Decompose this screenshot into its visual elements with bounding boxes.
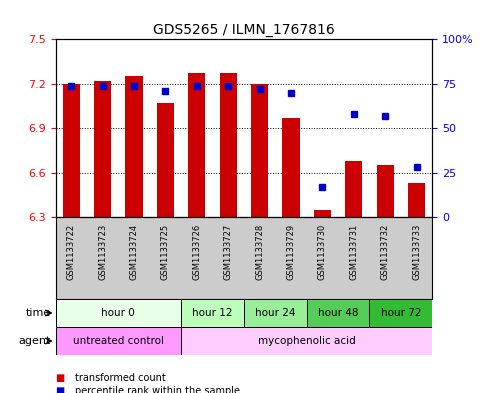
Text: time: time bbox=[26, 308, 51, 318]
Text: hour 48: hour 48 bbox=[318, 308, 358, 318]
Bar bbox=[244, 299, 307, 327]
Text: ■: ■ bbox=[56, 373, 65, 384]
Text: GSM1133730: GSM1133730 bbox=[318, 224, 327, 280]
Text: percentile rank within the sample: percentile rank within the sample bbox=[75, 386, 240, 393]
Text: hour 12: hour 12 bbox=[192, 308, 233, 318]
Bar bbox=[181, 299, 244, 327]
Bar bbox=[126, 76, 142, 217]
Text: GSM1133727: GSM1133727 bbox=[224, 224, 233, 280]
Bar bbox=[345, 161, 362, 217]
Text: hour 72: hour 72 bbox=[381, 308, 421, 318]
Text: GSM1133728: GSM1133728 bbox=[255, 224, 264, 280]
Text: transformed count: transformed count bbox=[75, 373, 166, 384]
Bar bbox=[314, 209, 331, 217]
Text: GSM1133732: GSM1133732 bbox=[381, 224, 390, 280]
Bar bbox=[63, 84, 80, 217]
Bar bbox=[94, 81, 111, 217]
Bar bbox=[377, 165, 394, 217]
Text: GSM1133733: GSM1133733 bbox=[412, 224, 421, 280]
Bar bbox=[283, 118, 299, 217]
Bar bbox=[408, 183, 425, 217]
Text: hour 24: hour 24 bbox=[255, 308, 296, 318]
Text: ■: ■ bbox=[56, 386, 65, 393]
Bar bbox=[56, 299, 181, 327]
Bar bbox=[251, 84, 268, 217]
Text: untreated control: untreated control bbox=[73, 336, 164, 346]
Bar bbox=[369, 299, 432, 327]
Text: hour 0: hour 0 bbox=[101, 308, 135, 318]
Bar bbox=[188, 73, 205, 217]
Text: GSM1133725: GSM1133725 bbox=[161, 224, 170, 280]
Bar bbox=[157, 103, 174, 217]
Text: GSM1133729: GSM1133729 bbox=[286, 224, 296, 280]
Text: GSM1133726: GSM1133726 bbox=[192, 224, 201, 280]
Bar bbox=[220, 73, 237, 217]
Text: GSM1133723: GSM1133723 bbox=[98, 224, 107, 280]
Text: GSM1133724: GSM1133724 bbox=[129, 224, 139, 280]
Text: GSM1133722: GSM1133722 bbox=[67, 224, 76, 280]
Bar bbox=[56, 327, 181, 355]
Text: agent: agent bbox=[18, 336, 51, 346]
Bar bbox=[307, 299, 369, 327]
Text: mycophenolic acid: mycophenolic acid bbox=[258, 336, 355, 346]
Bar bbox=[181, 327, 432, 355]
Title: GDS5265 / ILMN_1767816: GDS5265 / ILMN_1767816 bbox=[153, 23, 335, 37]
Text: GSM1133731: GSM1133731 bbox=[349, 224, 358, 280]
